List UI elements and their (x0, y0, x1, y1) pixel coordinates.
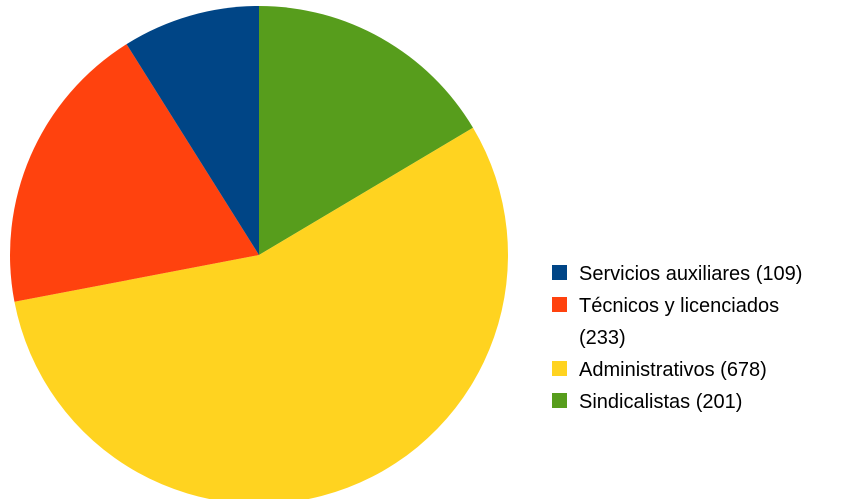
legend-swatch-servicios-auxiliares (552, 265, 567, 280)
legend-label-tecnicos-licenciados: Técnicos y licenciados (233) (579, 295, 780, 349)
legend-swatch-sindicalistas (552, 393, 567, 408)
pie-slices (9, 6, 508, 499)
legend-item-sindicalistas: Sindicalistas (201) (552, 386, 848, 418)
legend-label-sindicalistas: Sindicalistas (201) (579, 391, 743, 413)
legend-item-tecnicos-licenciados: Técnicos y licenciados (233) (552, 290, 848, 354)
chart-legend: Servicios auxiliares (109) Técnicos y li… (552, 258, 848, 418)
pie-slice-administrativos (14, 127, 508, 499)
legend-swatch-administrativos (552, 361, 567, 376)
pie-slice-t-cnicos-y-licenciados (9, 44, 259, 302)
legend-label-servicios-auxiliares: Servicios auxiliares (109) (579, 263, 803, 285)
legend-item-servicios-auxiliares: Servicios auxiliares (109) (552, 258, 848, 290)
legend-item-administrativos: Administrativos (678) (552, 354, 848, 386)
legend-label-administrativos: Administrativos (678) (579, 359, 767, 381)
pie-slice-sindicalistas (259, 6, 474, 255)
pie-slice-servicios-auxiliares (126, 6, 259, 255)
legend-swatch-tecnicos-licenciados (552, 297, 567, 312)
